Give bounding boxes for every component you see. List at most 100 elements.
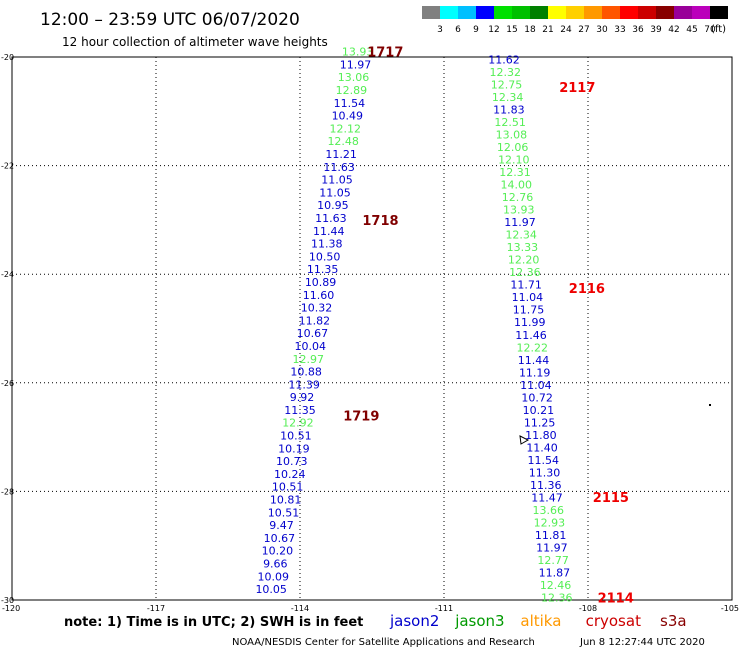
colorbar-tick: 15 <box>506 25 517 35</box>
data-point-label: 11.54 <box>528 454 560 467</box>
data-point-label: 12.20 <box>508 254 540 267</box>
data-point-label: 11.46 <box>515 329 547 342</box>
colorbar-tick: 21 <box>542 25 553 35</box>
data-point-label: 11.25 <box>524 416 556 429</box>
data-point-label: 10.51 <box>268 506 300 519</box>
data-point-label: 11.82 <box>299 314 331 327</box>
footer-credit: NOAA/NESDIS Center for Satellite Applica… <box>232 637 535 648</box>
y-tick-label: -30 <box>1 596 14 605</box>
data-point-label: 13.93 <box>342 46 374 59</box>
data-point-label: 12.36 <box>541 591 573 604</box>
data-point-label: 10.51 <box>280 430 312 443</box>
footer-timestamp: Jun 8 12:27:44 UTC 2020 <box>579 637 705 648</box>
data-point-label: 11.39 <box>288 378 320 391</box>
data-point-label: 12.34 <box>492 91 524 104</box>
colorbar-swatch <box>602 6 620 19</box>
data-point-label: 10.50 <box>309 250 341 263</box>
pass-label: 2114 <box>598 591 634 606</box>
arrow-cursor-icon <box>519 435 530 445</box>
colorbar-swatch <box>566 6 584 19</box>
data-point-label: 11.38 <box>311 238 343 251</box>
data-point-label: 11.05 <box>319 186 351 199</box>
pass-label: 2115 <box>593 491 629 506</box>
y-tick-label: -28 <box>1 487 14 496</box>
x-tick-label: -117 <box>147 604 165 613</box>
data-point-label: 11.81 <box>535 529 567 542</box>
colorbar-swatch <box>656 6 674 19</box>
colorbar-swatch <box>692 6 710 19</box>
data-point-label: 12.75 <box>491 79 523 92</box>
colorbar-tick: 18 <box>524 25 536 35</box>
data-point-label: 13.66 <box>532 504 564 517</box>
data-point-label: 9.47 <box>269 519 294 532</box>
colorbar-tick: 9 <box>473 25 479 35</box>
data-point-label: 10.20 <box>262 545 294 558</box>
pass-label: 2117 <box>559 81 595 96</box>
data-point-label: 11.04 <box>520 379 552 392</box>
data-point-label: 11.21 <box>325 148 357 161</box>
data-point-label: 11.62 <box>488 54 520 67</box>
colorbar-swatch <box>674 6 692 19</box>
data-point-label: 9.92 <box>290 391 315 404</box>
colorbar-tick: 30 <box>596 25 608 35</box>
data-point-label: 11.63 <box>323 161 355 174</box>
pass-label: 1718 <box>362 214 398 229</box>
data-point-label: 12.34 <box>505 229 537 242</box>
plot-grid <box>12 57 732 600</box>
data-point-label: 11.97 <box>536 541 568 554</box>
data-point-label: 11.35 <box>284 404 316 417</box>
colorbar-tick: 33 <box>614 25 625 35</box>
data-point-label: 11.83 <box>493 104 525 117</box>
data-point-label: 11.04 <box>512 291 544 304</box>
colorbar-swatch <box>620 6 638 19</box>
data-point-label: 10.19 <box>278 442 310 455</box>
data-point-label: 11.97 <box>340 58 372 71</box>
plot-frame <box>11 56 733 601</box>
data-point-label: 10.21 <box>523 404 555 417</box>
legend-item: jason3 <box>454 612 504 630</box>
legend-item: jason2 <box>389 612 439 630</box>
colorbar-swatch <box>494 6 512 19</box>
data-point-label: 13.06 <box>338 71 370 84</box>
colorbar-tick: 42 <box>668 25 679 35</box>
colorbar-tick: 70 <box>704 25 716 35</box>
legend-item: altika <box>520 612 561 630</box>
data-point-label: 12.46 <box>540 579 572 592</box>
data-point-label: 10.24 <box>274 468 306 481</box>
colorbar-swatch <box>512 6 530 19</box>
data-point-label: 12.89 <box>336 84 368 97</box>
colorbar-swatch <box>584 6 602 19</box>
data-point-label: 11.44 <box>313 225 345 238</box>
data-point-label: 10.73 <box>276 455 308 468</box>
data-point-label: 12.36 <box>509 266 541 279</box>
x-tick-label: -114 <box>291 604 309 613</box>
colorbar-tick: 39 <box>650 25 662 35</box>
data-point-label: 12.22 <box>516 341 548 354</box>
data-point-label: 12.06 <box>497 141 529 154</box>
data-point-label: 10.05 <box>255 583 287 596</box>
wave-height-points: 13.9311.9713.0612.8911.5410.4912.1212.48… <box>255 46 572 605</box>
data-point-label: 10.67 <box>264 532 296 545</box>
colorbar-swatch <box>710 6 728 19</box>
pass-label: 1717 <box>367 46 403 61</box>
data-point-label: 12.12 <box>330 122 362 135</box>
data-point-label: 12.76 <box>502 191 534 204</box>
legend-item: s3a <box>660 612 687 630</box>
data-point-label: 12.32 <box>489 66 521 79</box>
colorbar-swatch <box>548 6 566 19</box>
legend-item: cryosat <box>586 612 641 630</box>
data-point-label: 10.04 <box>295 340 327 353</box>
x-tick-label: -108 <box>579 604 597 613</box>
colorbar-legend: 3 6 9 12 15 18 21 24 27 30 33 36 39 42 45 70 <box>422 6 728 35</box>
data-point-label: 11.99 <box>514 316 546 329</box>
y-tick-label: -22 <box>1 162 14 171</box>
colorbar-swatch <box>476 6 494 19</box>
data-point-label: 12.77 <box>537 554 569 567</box>
colorbar-tick: 45 <box>686 25 697 35</box>
data-point-label: 13.33 <box>507 241 539 254</box>
axis-ticks: -120 -117 -114 -111 -108 -105 -20 -22 -24 -26 -28 -… <box>1 53 739 613</box>
data-point-label: 10.32 <box>301 302 333 315</box>
data-point-label: 11.44 <box>518 354 550 367</box>
pass-labels: 1717 1718 1719 2117 2116 2115 2114 <box>343 46 634 607</box>
